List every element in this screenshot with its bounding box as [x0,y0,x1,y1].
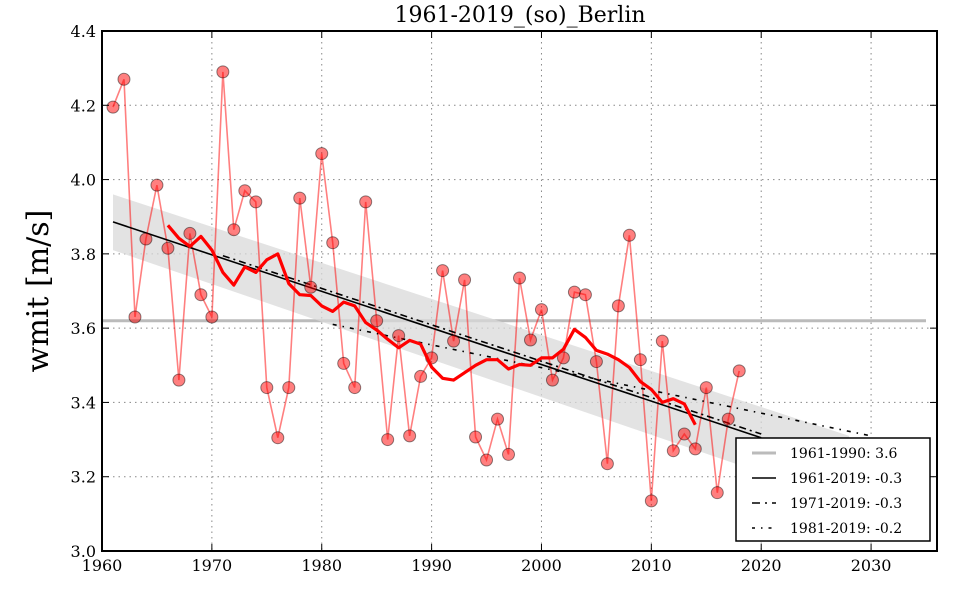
data-point [611,299,625,313]
y-tick-label: 3.0 [71,542,96,561]
data-point [238,184,252,198]
data-point [644,494,658,508]
data-point [622,228,636,242]
data-point [710,486,724,500]
data-point [161,241,175,255]
data-point [436,264,450,278]
data-point [414,369,428,383]
data-point [348,381,362,395]
data-point [326,236,340,250]
data-point [205,310,219,324]
plot-frame [101,30,938,552]
data-point [677,427,691,441]
data-point [359,195,373,209]
y-tick-label: 3.6 [71,319,96,338]
data-point [633,353,647,367]
legend-label: 1961-2019: -0.3 [790,471,902,487]
data-point [337,356,351,370]
data-point [480,453,494,467]
x-tick-label: 1970 [192,556,233,575]
x-tick-label: 2000 [521,556,562,575]
annual-values-line [112,71,740,501]
legend-label: 1981-2019: -0.2 [790,521,902,537]
data-point [216,65,230,79]
data-point [491,412,505,426]
data-point [469,430,483,444]
data-point [721,412,735,426]
data-point [150,178,164,192]
data-point [139,232,153,246]
legend-label: 1971-2019: -0.3 [790,496,902,512]
x-tick-label: 1960 [82,556,123,575]
data-point [688,442,702,456]
y-tick-label: 4.0 [71,171,96,190]
data-point [260,381,274,395]
data-point [523,333,537,347]
data-point [458,273,472,287]
data-point [392,329,406,343]
data-point [183,226,197,240]
x-tick-label: 2030 [851,556,892,575]
x-tick-label: 2010 [631,556,672,575]
data-point [567,285,581,299]
series-lines [112,71,872,501]
data-point [227,223,241,237]
data-point [502,447,516,461]
data-point [534,303,548,317]
data-point [513,271,526,285]
data-point [655,334,669,348]
x-tick-label: 2020 [741,556,782,575]
y-tick-label: 4.2 [71,96,96,115]
confidence-band-area [112,194,850,503]
moving-average-line [166,224,697,426]
data-point [172,373,186,387]
data-point [545,373,559,387]
data-point [106,100,120,114]
confidence-band [112,194,850,503]
data-point [600,457,614,471]
data-point [403,429,417,443]
legend-box [735,437,931,542]
data-point [282,381,296,395]
y-tick-label: 3.4 [71,393,96,412]
axis-ticks: 1960 1970 1980 1990 2000 2010 2020 2030 3.0 3.2 3.… [71,22,937,575]
trend-line-1981-2019 [332,323,872,437]
data-point [556,351,570,365]
y-tick-label: 4.4 [71,22,96,41]
trend-line-1971-2019 [222,254,762,435]
legend-label: 1961-1990: 3.6 [790,446,898,462]
trend-line-1961-2019 [112,221,762,439]
data-point [699,381,713,395]
data-point [304,280,318,294]
y-tick-label: 3.2 [71,468,96,487]
data-point [381,433,395,447]
data-point [117,72,131,86]
data-point [589,355,603,369]
legend: 1961-1990: 3.6 1961-2019: -0.3 1971-2019: … [735,437,931,542]
data-point [315,147,329,161]
data-point [732,364,746,378]
data-point [666,444,680,458]
data-point [271,431,285,445]
x-tick-label: 1990 [411,556,452,575]
data-point [370,314,384,328]
data-point [128,310,142,324]
y-tick-label: 3.8 [71,245,96,264]
data-point [249,195,263,209]
y-axis-label: wmit [m/s] [21,210,56,373]
data-point [447,334,461,348]
x-tick-label: 1980 [301,556,342,575]
data-point [578,288,592,302]
data-point [293,191,307,205]
data-point [194,288,208,302]
chart-title: 1961-2019_(so)_Berlin [394,3,645,28]
data-points [106,65,746,508]
